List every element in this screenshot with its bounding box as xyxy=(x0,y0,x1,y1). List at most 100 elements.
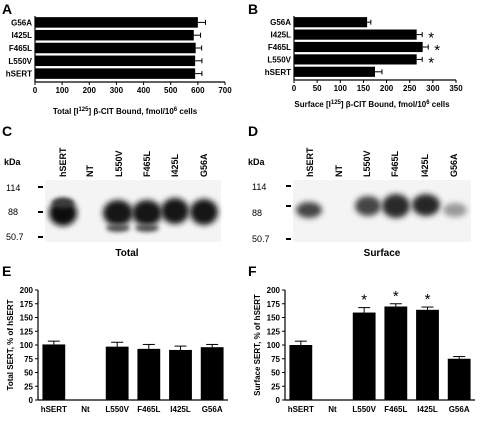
panel-label-e: E xyxy=(2,263,11,279)
chart-f-y-tick-label: 125 xyxy=(267,327,281,336)
chart-f-y-tick-label: 50 xyxy=(271,369,280,378)
panel-label-d: D xyxy=(248,123,258,139)
blot-d-lane-label-hsert: hSERT xyxy=(305,147,315,177)
chart-b-significance-marker: * xyxy=(428,54,434,71)
blot-d-marker-114: 114 xyxy=(252,182,266,192)
chart-a-x-tick-label: 700 xyxy=(218,86,232,95)
panel-label-c: C xyxy=(2,123,12,139)
chart-e-y-tick-label: 0 xyxy=(29,396,34,405)
chart-f-surface-sert: hSERT Nt L550V * F465L * I425L * G56A 0 25 50 75 100 1… xyxy=(253,286,475,414)
chart-e-y-tick-label: 175 xyxy=(20,300,34,309)
chart-a-category-label: hSERT xyxy=(6,70,32,79)
blot-d-lane-label-i425l: I425L xyxy=(420,153,430,177)
blot-c-marker-114: 114 xyxy=(6,183,20,193)
chart-a-x-tick-label: 100 xyxy=(55,86,69,95)
chart-b-x-tick-label: 100 xyxy=(334,84,348,93)
chart-f-category-label: L550V xyxy=(352,405,376,414)
blot-c-lane-label-hsert: hSERT xyxy=(58,147,68,177)
chart-b-x-tick-label: 300 xyxy=(426,84,440,93)
chart-b-category-label: L550V xyxy=(267,55,291,64)
chart-a-x-tick-label: 200 xyxy=(83,86,97,95)
chart-a-category-label: L550V xyxy=(8,57,32,66)
blot-c-marker-50: 50.7 xyxy=(6,232,24,242)
chart-e-y-tick-label: 125 xyxy=(20,327,34,336)
chart-a-category-label: F465L xyxy=(9,44,32,53)
blot-c-marker-88: 88 xyxy=(8,207,18,217)
chart-f-category-label: F465L xyxy=(384,405,407,414)
chart-e-y-tick-label: 50 xyxy=(24,369,33,378)
chart-a-x-axis-title: Total [I125] β-CIT Bound, fmol/106 cells xyxy=(53,107,198,116)
chart-f-category-label: G56A xyxy=(449,405,470,414)
chart-e-bar-hsert xyxy=(42,344,66,400)
chart-e-bar-l550v xyxy=(105,346,129,400)
chart-a-x-tick-label: 600 xyxy=(191,86,205,95)
blot-d-lane-label-l550v: L550V xyxy=(362,150,372,177)
chart-b-bar-f465l xyxy=(294,41,423,53)
blot-d-surface: hSERT NT L550V F465L I425L G56A kDa 114 88 50… xyxy=(248,147,471,259)
chart-f-y-tick-label: 175 xyxy=(267,300,281,309)
blot-d-lane-label-nt: NT xyxy=(334,165,344,177)
chart-f-y-tick-label: 25 xyxy=(271,382,280,391)
chart-a-bar-g56a xyxy=(35,17,198,28)
chart-e-category-label: I425L xyxy=(170,405,191,414)
chart-f-y-tick-label: 100 xyxy=(267,341,281,350)
chart-a-bar-i425l xyxy=(35,29,194,41)
blot-d-tick-114 xyxy=(286,185,291,187)
chart-f-y-tick-label: 0 xyxy=(276,396,281,405)
chart-a-x-tick-label: 0 xyxy=(33,86,38,95)
chart-f-significance-marker: * xyxy=(361,292,367,309)
blot-d-tick-50 xyxy=(286,238,291,240)
chart-a-x-tick-label: 400 xyxy=(137,86,151,95)
blot-c-lane-label-f465l: F465L xyxy=(142,150,152,177)
chart-f-category-label: Nt xyxy=(328,405,337,414)
blot-d-marker-50: 50.7 xyxy=(252,234,270,244)
chart-f-bar-l550v xyxy=(352,312,376,400)
blot-d-lane-label-f465l: F465L xyxy=(390,150,400,177)
chart-e-y-tick-label: 25 xyxy=(24,382,33,391)
chart-b-x-tick-label: 350 xyxy=(449,84,463,93)
chart-b-x-tick-label: 200 xyxy=(380,84,394,93)
blot-d-lane-label-g56a: G56A xyxy=(449,153,459,177)
chart-f-y-tick-label: 200 xyxy=(267,286,281,295)
chart-f-y-tick-label: 150 xyxy=(267,314,281,323)
chart-f-bar-hsert xyxy=(289,345,313,400)
chart-b-category-label: F465L xyxy=(268,43,291,52)
chart-b-x-tick-label: 150 xyxy=(357,84,371,93)
chart-a-bar-f465l xyxy=(35,42,196,54)
chart-b-significance-marker: * xyxy=(434,42,440,59)
chart-e-category-label: L550V xyxy=(105,405,129,414)
chart-b-bar-l550v xyxy=(294,54,417,65)
chart-e-total-sert: hSERT Nt L550V F465L I425L G56A 0 25 50 75 100 125 1… xyxy=(6,286,228,414)
chart-e-bar-i425l xyxy=(169,349,192,400)
panel-label-f: F xyxy=(248,263,257,279)
chart-f-bar-i425l xyxy=(416,309,439,400)
chart-e-category-label: F465L xyxy=(137,405,160,414)
chart-e-bar-f465l xyxy=(137,348,161,400)
chart-a-x-tick-label: 300 xyxy=(110,86,124,95)
blot-c-lane-label-nt: NT xyxy=(85,165,95,177)
chart-b-bar-i425l xyxy=(294,29,417,40)
chart-f-bar-g56a xyxy=(447,358,471,400)
blot-d-image xyxy=(293,180,471,242)
chart-e-y-tick-label: 75 xyxy=(24,355,33,364)
chart-a-category-label: I425L xyxy=(12,31,33,40)
chart-e-y-tick-label: 150 xyxy=(20,314,34,323)
blot-c-total: hSERT NT L550V F465L I425L G56A kDa 114 88 50… xyxy=(4,147,221,259)
blot-d-tick-88 xyxy=(286,205,291,207)
chart-a-category-label: G56A xyxy=(11,18,32,27)
chart-f-y-tick-label: 75 xyxy=(271,355,280,364)
blot-d-marker-88: 88 xyxy=(252,208,262,218)
chart-b-x-tick-label: 0 xyxy=(292,84,297,93)
chart-a-bar-l550v xyxy=(35,55,196,67)
blot-c-lane-label-l550v: L550V xyxy=(114,150,124,177)
chart-f-category-label: hSERT xyxy=(288,405,314,414)
chart-b-x-axis-title: Surface [I125] β-CIT Bound, fmol/106 cel… xyxy=(294,100,450,109)
chart-f-bar-f465l xyxy=(384,306,408,400)
blot-d-caption: Surface xyxy=(364,248,401,259)
chart-e-category-label: G56A xyxy=(202,405,223,414)
chart-a-x-tick-label: 500 xyxy=(164,86,178,95)
chart-f-significance-marker: * xyxy=(425,291,431,308)
